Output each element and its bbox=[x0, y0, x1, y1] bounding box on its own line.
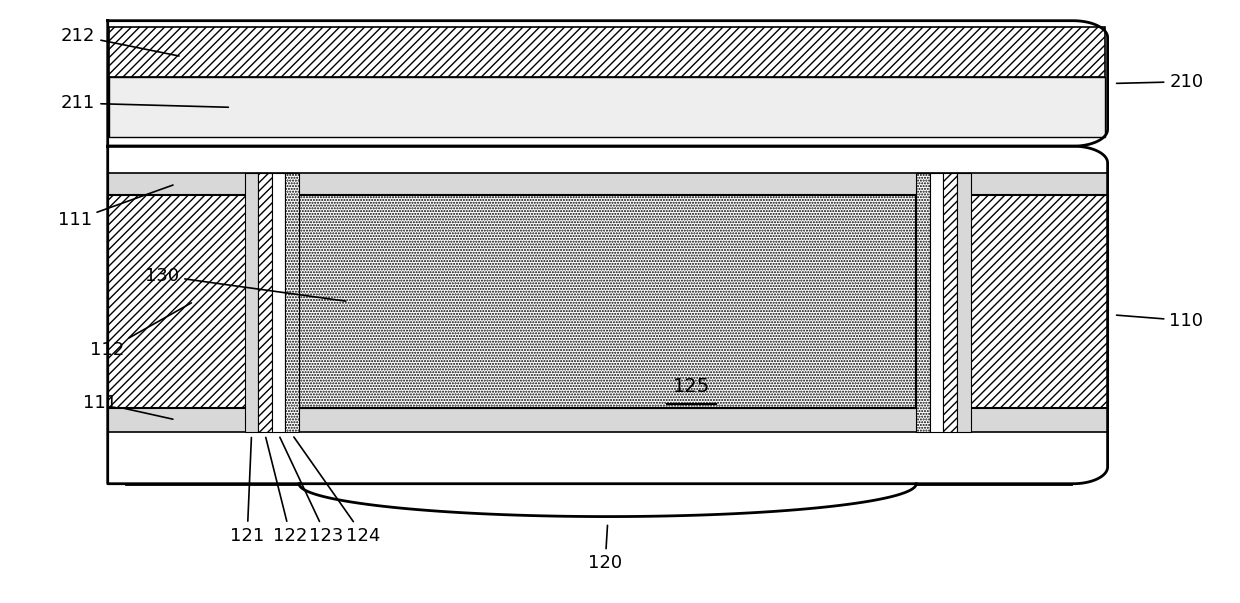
Text: 212: 212 bbox=[61, 27, 179, 56]
Bar bbox=[258, 173, 272, 432]
Text: 121: 121 bbox=[231, 438, 264, 545]
Text: 111: 111 bbox=[83, 394, 172, 419]
Bar bbox=[272, 173, 285, 432]
Text: 125: 125 bbox=[673, 377, 711, 396]
Polygon shape bbox=[108, 146, 1107, 484]
Text: 123: 123 bbox=[280, 437, 343, 545]
Polygon shape bbox=[108, 21, 1107, 146]
Bar bbox=[930, 173, 944, 432]
Bar bbox=[108, 173, 1107, 195]
Text: 124: 124 bbox=[294, 437, 381, 545]
Bar bbox=[299, 195, 916, 408]
Text: 210: 210 bbox=[1116, 72, 1204, 90]
Text: 211: 211 bbox=[61, 94, 228, 112]
Bar bbox=[957, 173, 971, 432]
Bar bbox=[285, 173, 299, 432]
Bar bbox=[108, 195, 299, 408]
Bar bbox=[244, 173, 258, 432]
Bar bbox=[916, 173, 930, 432]
Text: 112: 112 bbox=[89, 303, 191, 359]
Bar bbox=[916, 195, 1107, 408]
Bar bbox=[108, 408, 1107, 432]
Text: 111: 111 bbox=[57, 185, 174, 229]
Text: 130: 130 bbox=[145, 267, 346, 301]
Text: 120: 120 bbox=[588, 525, 622, 572]
Bar bbox=[109, 77, 1105, 137]
Text: 122: 122 bbox=[265, 437, 308, 545]
Bar bbox=[109, 27, 1105, 77]
Bar bbox=[944, 173, 957, 432]
Text: 110: 110 bbox=[1116, 312, 1203, 330]
